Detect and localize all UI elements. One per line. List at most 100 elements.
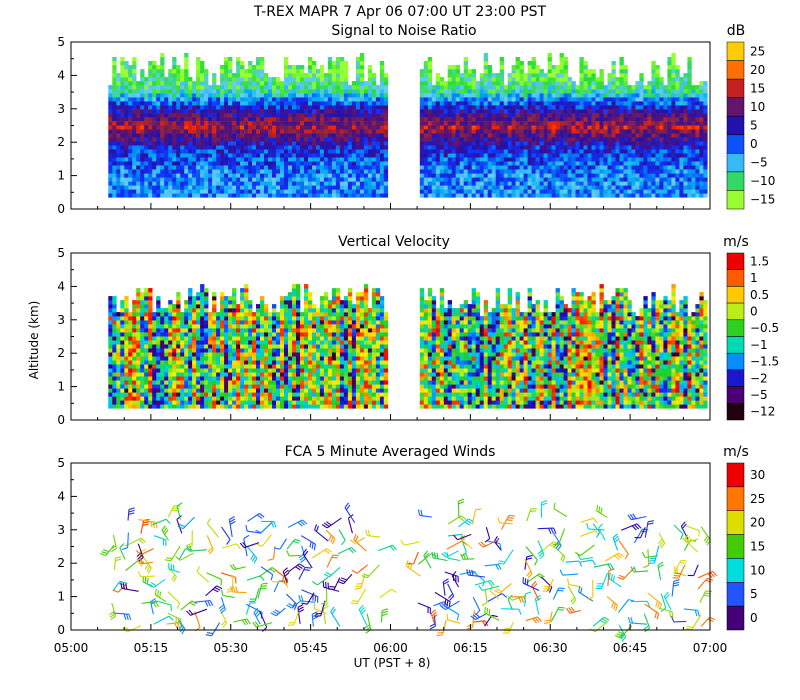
snr-cell	[607, 169, 612, 174]
snr-cell	[439, 89, 445, 94]
snr-cell	[319, 165, 325, 170]
velocity-cell	[120, 316, 125, 321]
snr-cell	[236, 85, 241, 90]
snr-cell	[507, 169, 512, 174]
snr-cell	[188, 85, 193, 90]
velocity-cell	[156, 296, 161, 301]
snr-cell	[331, 117, 337, 122]
snr-cell	[280, 113, 285, 118]
snr-cell	[152, 157, 157, 162]
snr-cell	[479, 73, 484, 78]
snr-cell	[248, 189, 253, 194]
snr-cell	[292, 65, 297, 70]
snr-cell	[124, 181, 129, 186]
snr-cell	[124, 109, 129, 114]
snr-cell	[475, 125, 480, 130]
snr-cell	[491, 189, 496, 194]
snr-cell	[208, 177, 213, 182]
snr-cell	[703, 189, 708, 194]
snr-cell	[671, 65, 676, 70]
snr-cell	[679, 97, 684, 102]
snr-cell	[679, 89, 684, 94]
snr-cell	[240, 173, 245, 178]
snr-cell	[595, 193, 600, 198]
snr-cell	[543, 121, 548, 126]
snr-cell	[483, 85, 488, 90]
snr-cell	[156, 101, 161, 106]
snr-cell	[579, 109, 584, 114]
snr-cell	[359, 189, 365, 194]
snr-cell	[148, 189, 153, 194]
snr-cell	[316, 97, 321, 102]
snr-cell	[563, 61, 568, 66]
snr-cell	[583, 113, 588, 118]
snr-cell	[487, 145, 492, 150]
snr-cell	[367, 69, 373, 74]
snr-cell	[319, 117, 325, 122]
snr-cell	[495, 129, 500, 134]
snr-cell	[276, 145, 281, 150]
snr-cell	[312, 93, 317, 98]
snr-cell	[463, 133, 468, 138]
snr-cell	[316, 89, 321, 94]
snr-cell	[479, 161, 484, 166]
snr-cell	[631, 177, 636, 182]
snr-cell	[475, 141, 480, 146]
velocity-cell	[116, 380, 121, 385]
snr-cell	[435, 189, 441, 194]
snr-cell	[335, 81, 341, 86]
snr-cell	[687, 177, 692, 182]
snr-cell	[319, 149, 325, 154]
snr-cell	[547, 189, 552, 194]
snr-cell	[631, 113, 636, 118]
snr-cell	[268, 137, 273, 142]
snr-cell	[112, 141, 117, 146]
snr-cell	[619, 185, 624, 190]
snr-cell	[108, 185, 113, 190]
snr-cell	[375, 129, 381, 134]
snr-cell	[483, 141, 488, 146]
snr-cell	[563, 57, 568, 62]
snr-cell	[623, 97, 628, 102]
velocity-cell	[152, 352, 157, 357]
snr-cell	[615, 77, 620, 82]
snr-cell	[547, 97, 552, 102]
snr-cell	[343, 153, 349, 158]
velocity-cell	[108, 348, 113, 353]
snr-cell	[691, 141, 696, 146]
snr-cell	[256, 185, 261, 190]
snr-cell	[499, 81, 504, 86]
snr-cell	[627, 93, 632, 98]
snr-cell	[595, 117, 600, 122]
snr-cell	[499, 153, 504, 158]
snr-cell	[583, 145, 588, 150]
snr-cell	[635, 189, 640, 194]
snr-cell	[439, 141, 445, 146]
snr-cell	[595, 113, 600, 118]
snr-cell	[216, 141, 221, 146]
snr-cell	[687, 121, 692, 126]
snr-cell	[539, 165, 544, 170]
snr-cell	[659, 189, 664, 194]
snr-cell	[232, 181, 237, 186]
snr-cell	[248, 149, 253, 154]
snr-cell	[308, 77, 313, 82]
snr-cell	[220, 113, 225, 118]
snr-cell	[228, 89, 233, 94]
snr-cell	[675, 105, 680, 110]
snr-cell	[479, 133, 484, 138]
snr-cell	[236, 181, 241, 186]
snr-cell	[335, 77, 341, 82]
snr-cell	[563, 69, 568, 74]
snr-cell	[371, 73, 377, 78]
snr-cell	[611, 61, 616, 66]
snr-cell	[188, 105, 193, 110]
snr-cell	[523, 125, 528, 130]
snr-cell	[439, 121, 445, 126]
snr-cell	[120, 173, 125, 178]
snr-cell	[571, 125, 576, 130]
snr-cell	[327, 157, 333, 162]
snr-cell	[487, 165, 492, 170]
velocity-cell	[152, 324, 157, 329]
snr-cell	[519, 169, 524, 174]
